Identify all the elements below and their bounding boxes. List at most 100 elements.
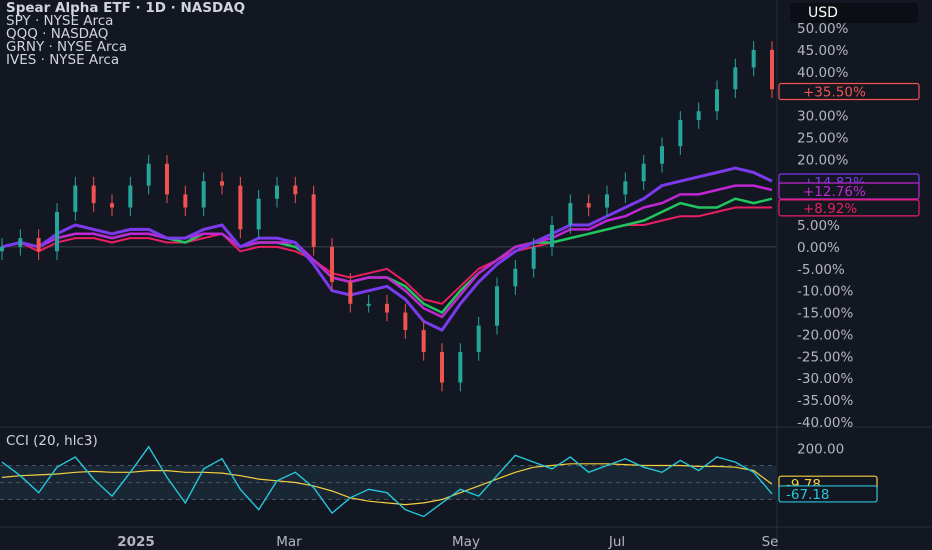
candle [165, 154, 169, 204]
last-value-box [778, 199, 920, 217]
candle-body [531, 246, 536, 269]
candle-body [715, 89, 719, 112]
candle [696, 102, 701, 129]
cci-last-value-box [778, 485, 878, 503]
candle [366, 295, 371, 313]
candle-body [568, 203, 573, 225]
y-tick-label: 0.00% [797, 240, 840, 256]
candle [238, 176, 243, 239]
candle [513, 260, 518, 296]
candle-body [165, 163, 169, 195]
y-tick-label: -40.00% [797, 415, 854, 431]
candle-body [678, 119, 683, 147]
series-line-qqq [1, 166, 773, 332]
candle [0, 238, 4, 261]
y-tick-label: 50.00% [797, 21, 849, 37]
cci-line [1, 445, 773, 518]
last-value-text: +12.76% [803, 184, 866, 200]
candle-body [311, 194, 316, 247]
candle-body [605, 194, 609, 208]
candle-body [733, 67, 738, 90]
x-tick-label: Jul [608, 534, 625, 550]
x-tick-label: May [452, 534, 480, 550]
series-line-spy [1, 184, 773, 319]
legend-line-ives: IVES · NYSE Arca [6, 52, 120, 68]
candle [641, 154, 646, 190]
candle [586, 194, 591, 217]
cci-indicator-label: CCI (20, hlc3) [6, 433, 98, 449]
candle-body [183, 194, 188, 208]
candle-body [18, 238, 23, 247]
candle-body [110, 203, 114, 208]
x-tick-label: 2025 [117, 534, 155, 550]
y-tick-label: -30.00% [797, 371, 854, 387]
candle-body [440, 351, 444, 383]
candle [751, 41, 756, 77]
candle [330, 238, 334, 291]
candle [476, 316, 481, 361]
legend-line-qqq: QQQ · NASDAQ [6, 26, 109, 42]
legend-line-spy: SPY · NYSE Arca [6, 13, 114, 29]
candle [623, 172, 628, 204]
candle [403, 303, 408, 339]
last-value-tag: +35.50% [778, 82, 920, 101]
last-value-text: +8.92% [803, 201, 857, 217]
chart-legend: Spear Alpha ETF · 1D · NASDAQ SPY · NYSE… [6, 0, 246, 68]
y-tick-label: 40.00% [797, 65, 849, 81]
candle-body [275, 185, 279, 199]
candle [73, 176, 78, 221]
y-tick-label: -20.00% [797, 327, 854, 343]
y-tick-label: 25.00% [797, 130, 849, 146]
candle-body [36, 238, 41, 252]
candle [385, 295, 389, 322]
candle-body [586, 203, 591, 208]
legend-line-grny: GRNY · NYSE Arca [6, 39, 127, 55]
candle [458, 343, 463, 392]
candle-body [366, 303, 371, 306]
cci-y-tick-label: 200.00 [797, 442, 844, 458]
candle [495, 277, 499, 335]
candle [440, 343, 444, 392]
candle-body [660, 146, 664, 164]
candle [770, 41, 774, 99]
y-tick-label: -25.00% [797, 349, 854, 365]
candle-body [421, 330, 426, 352]
candle-body [458, 351, 463, 383]
legend-title: Spear Alpha ETF · 1D · NASDAQ [6, 0, 246, 16]
candle [256, 189, 261, 239]
candle-body [330, 246, 334, 282]
candle [55, 203, 59, 261]
candle-body [293, 185, 298, 195]
candle-body [495, 286, 499, 326]
y-tick-label: 20.00% [797, 152, 849, 168]
x-tick-label: Se [762, 534, 779, 550]
last-value-box [778, 82, 920, 101]
last-value-box [778, 182, 920, 200]
candle [568, 194, 573, 234]
last-value-text: +35.50% [803, 84, 866, 100]
series-line-ives [1, 206, 772, 305]
candle-body [201, 181, 206, 208]
candle [531, 238, 536, 278]
candle [733, 58, 738, 99]
y-tick-label: 45.00% [797, 43, 849, 59]
currency-button[interactable]: USD [790, 3, 918, 23]
candle [220, 172, 224, 195]
candle [660, 137, 664, 173]
y-tick-label: -15.00% [797, 306, 854, 322]
candle [201, 172, 206, 217]
candle [550, 216, 554, 256]
candle-body [238, 185, 243, 230]
candle-body [641, 163, 646, 182]
candle-body [513, 268, 518, 287]
candle [678, 111, 683, 155]
x-tick-label: Mar [276, 534, 302, 550]
candle [348, 273, 353, 313]
last-value-tag: +12.76% [778, 182, 920, 200]
candle [18, 229, 23, 256]
cci-last-value-text: -67.18 [786, 487, 830, 503]
candle [421, 321, 426, 361]
candle-body [0, 246, 4, 252]
candle-body [256, 198, 261, 230]
